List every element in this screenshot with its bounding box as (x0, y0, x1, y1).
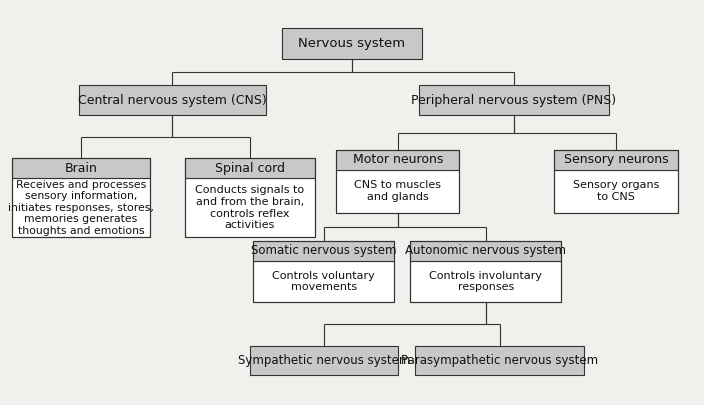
Text: Parasympathetic nervous system: Parasympathetic nervous system (401, 354, 598, 367)
Text: Nervous system: Nervous system (298, 37, 406, 50)
Bar (410, 241, 562, 261)
Bar (555, 150, 677, 170)
Bar (555, 170, 677, 213)
Bar (13, 158, 149, 179)
Bar (184, 158, 315, 179)
Text: Central nervous system (CNS): Central nervous system (CNS) (78, 94, 267, 107)
Bar (415, 346, 584, 375)
Bar (337, 150, 459, 213)
Bar (253, 241, 394, 302)
Bar (250, 346, 398, 375)
Bar (13, 179, 149, 237)
Text: Sensory neurons: Sensory neurons (564, 153, 668, 166)
Bar (253, 241, 394, 261)
Text: CNS to muscles
and glands: CNS to muscles and glands (354, 181, 441, 202)
Bar (419, 85, 609, 115)
Text: Autonomic nervous system: Autonomic nervous system (406, 245, 566, 258)
Bar (184, 179, 315, 237)
Bar (410, 241, 562, 302)
Text: Conducts signals to
and from the brain,
controls reflex
activities: Conducts signals to and from the brain, … (195, 185, 305, 230)
Text: Peripheral nervous system (PNS): Peripheral nervous system (PNS) (411, 94, 617, 107)
Bar (337, 150, 459, 170)
Text: Receives and processes
sensory information,
initiates responses, stores,
memorie: Receives and processes sensory informati… (8, 179, 154, 236)
Bar (184, 158, 315, 237)
Bar (337, 170, 459, 213)
Text: Spinal cord: Spinal cord (215, 162, 285, 175)
Bar (282, 28, 422, 59)
Text: Sympathetic nervous system: Sympathetic nervous system (238, 354, 410, 367)
Text: Controls involuntary
responses: Controls involuntary responses (429, 271, 542, 292)
Bar (555, 150, 677, 213)
Bar (13, 158, 149, 237)
Bar (79, 85, 266, 115)
Bar (253, 261, 394, 302)
Bar (410, 261, 562, 302)
Text: Somatic nervous system: Somatic nervous system (251, 245, 396, 258)
Text: Sensory organs
to CNS: Sensory organs to CNS (573, 181, 659, 202)
Text: Motor neurons: Motor neurons (353, 153, 443, 166)
Text: Brain: Brain (65, 162, 97, 175)
Text: Controls voluntary
movements: Controls voluntary movements (272, 271, 375, 292)
